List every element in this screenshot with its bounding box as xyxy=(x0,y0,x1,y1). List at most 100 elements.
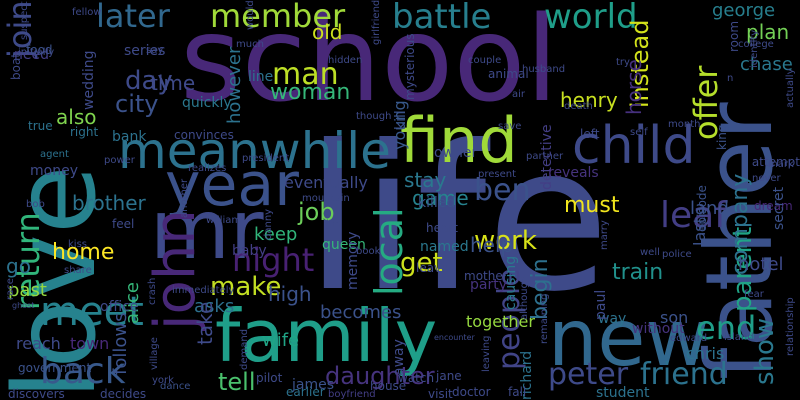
cloud-word: woman xyxy=(270,82,350,104)
cloud-word: mountain xyxy=(302,194,350,204)
cloud-word: world xyxy=(544,0,638,34)
cloud-word: battle xyxy=(392,0,491,34)
cloud-word: initially xyxy=(18,48,54,58)
cloud-word: keep xyxy=(254,226,297,244)
cloud-word: kiss xyxy=(68,240,87,250)
cloud-word: would xyxy=(246,0,256,30)
cloud-word: fellow xyxy=(72,8,102,18)
cloud-word: follows xyxy=(112,313,130,375)
cloud-word: government xyxy=(18,362,91,374)
cloud-word: well xyxy=(640,248,660,258)
cloud-word: money xyxy=(30,164,78,178)
cloud-word: quickly xyxy=(182,96,232,110)
cloud-word: air xyxy=(512,90,525,100)
cloud-word: also xyxy=(56,107,96,127)
cloud-word: discovers xyxy=(8,388,65,400)
cloud-word: show xyxy=(752,318,778,385)
cloud-word: friend xyxy=(640,360,728,390)
cloud-word: say xyxy=(146,46,163,56)
cloud-word: save xyxy=(498,122,521,132)
cloud-word: share xyxy=(64,266,92,276)
cloud-word: power xyxy=(104,156,135,166)
cloud-word: becomes xyxy=(320,304,401,322)
cloud-word: episode xyxy=(696,185,708,232)
cloud-word: train xyxy=(612,262,663,284)
cloud-word: pilot xyxy=(256,372,282,384)
cloud-word: go xyxy=(6,256,31,276)
cloud-word: tell xyxy=(218,370,256,394)
cloud-word: named xyxy=(420,240,469,254)
cloud-word: right xyxy=(70,126,98,138)
cloud-word: eventually xyxy=(284,175,368,191)
cloud-word: must xyxy=(564,195,619,217)
cloud-word: town xyxy=(70,336,109,352)
cloud-word: encounter xyxy=(434,334,475,342)
cloud-word: brother xyxy=(72,193,146,213)
cloud-word: old xyxy=(312,22,343,42)
cloud-word: book xyxy=(356,247,380,257)
cloud-word: ben xyxy=(474,176,531,206)
cloud-word: left xyxy=(580,128,599,140)
cloud-word: fear xyxy=(744,290,764,300)
cloud-word: mother xyxy=(464,270,508,282)
cloud-word: office xyxy=(100,300,138,314)
cloud-word: secret xyxy=(772,187,786,230)
cloud-word: line xyxy=(248,70,273,84)
cloud-word: doctor xyxy=(452,386,491,398)
cloud-word: agent xyxy=(40,150,69,160)
cloud-word: partner xyxy=(526,152,563,162)
cloud-word: later xyxy=(96,0,170,32)
cloud-word: animal xyxy=(488,68,529,80)
cloud-word: high xyxy=(268,284,312,304)
cloud-word: death xyxy=(564,102,593,112)
cloud-word: wife xyxy=(262,332,299,350)
cloud-word: month xyxy=(668,120,700,130)
cloud-word: self xyxy=(630,128,648,138)
cloud-word: crash xyxy=(148,278,158,305)
cloud-word: kill xyxy=(394,110,408,130)
cloud-word: realizes xyxy=(188,164,226,174)
cloud-word: wedding xyxy=(82,51,96,111)
cloud-word: true xyxy=(28,120,53,132)
cloud-word: danny xyxy=(264,209,274,240)
cloud-word: memory xyxy=(346,232,360,291)
cloud-word: killed xyxy=(418,196,455,210)
cloud-word: owner xyxy=(434,146,477,160)
cloud-word: race xyxy=(6,278,16,300)
cloud-word: marry xyxy=(600,220,610,250)
cloud-word: much xyxy=(236,40,264,50)
cloud-word: boyfriend xyxy=(328,390,376,400)
cloud-word: meanwhile xyxy=(118,126,391,176)
cloud-word: suspect xyxy=(20,1,30,40)
cloud-word: time xyxy=(150,73,195,93)
cloud-word: n xyxy=(727,74,733,84)
cloud-word: student xyxy=(596,386,650,400)
cloud-word: fall xyxy=(508,386,526,398)
cloud-word: actually xyxy=(786,69,796,109)
cloud-word: demand xyxy=(240,329,250,370)
cloud-word: college xyxy=(738,40,774,50)
cloud-word: house xyxy=(370,380,406,392)
cloud-word: jane xyxy=(436,370,462,382)
cloud-word: reveals xyxy=(548,166,599,180)
cloud-word: visit xyxy=(428,388,453,400)
cloud-word: paul xyxy=(594,290,608,320)
cloud-word: earlier xyxy=(286,386,325,398)
cloud-word: police xyxy=(662,250,692,260)
cloud-word: baby xyxy=(232,244,267,258)
cloud-word: george xyxy=(712,2,775,20)
cloud-word: edward xyxy=(670,334,707,344)
cloud-word: hidden xyxy=(328,56,362,66)
cloud-word: another xyxy=(180,179,190,218)
cloud-word: girlfriend xyxy=(372,0,382,45)
cloud-word: king xyxy=(716,124,728,150)
cloud-word: ghost xyxy=(12,302,34,310)
cloud-word: leave xyxy=(416,262,449,274)
cloud-word: mysterious xyxy=(404,33,416,100)
cloud-word: bob xyxy=(26,200,45,210)
cloud-word: help xyxy=(470,235,513,255)
cloud-word: find xyxy=(400,110,518,172)
cloud-word: couple xyxy=(468,56,501,66)
cloud-word: decides xyxy=(100,388,146,400)
